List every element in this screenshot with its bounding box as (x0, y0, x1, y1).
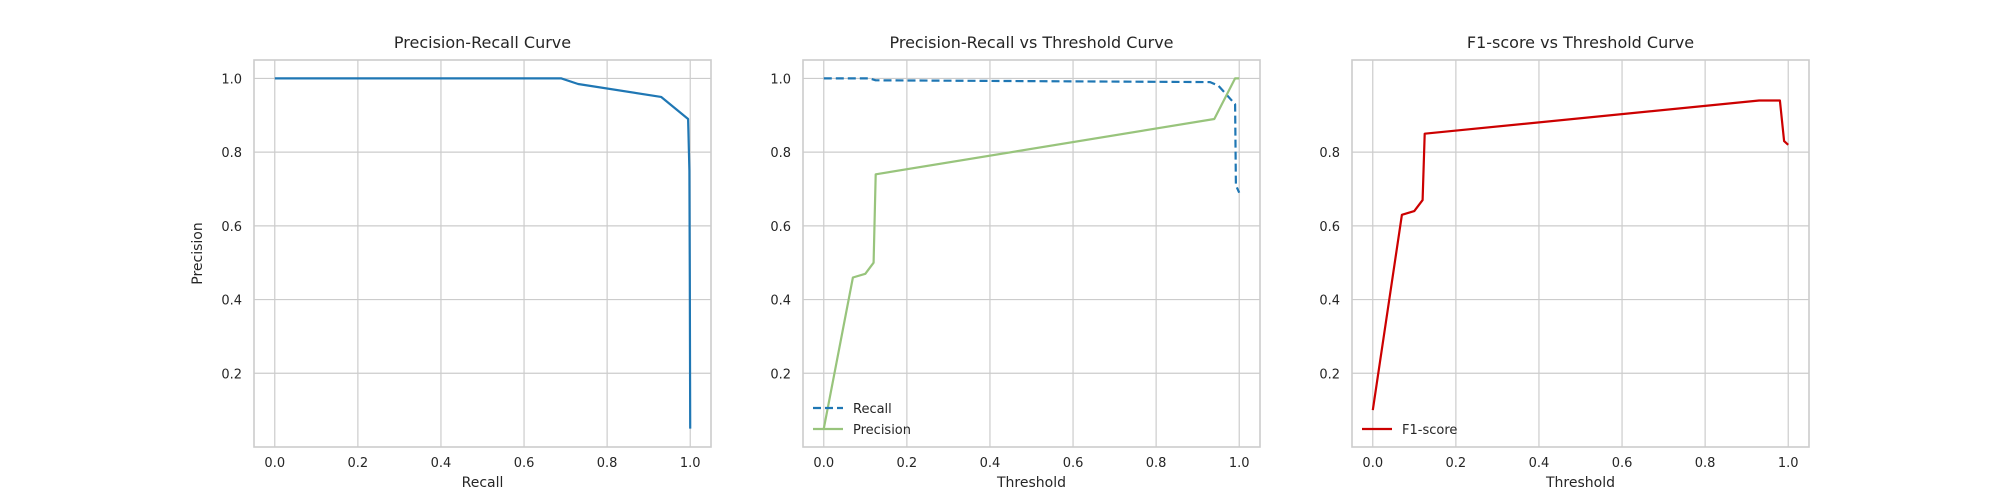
x-tick-label: 0.0 (264, 456, 285, 471)
series-line-2 (822, 77, 1240, 429)
x-tick-label: 0.2 (1446, 456, 1467, 471)
plot-area (1352, 60, 1809, 447)
x-tick-label: 0.6 (1612, 456, 1633, 471)
y-tick-label: 0.8 (770, 146, 791, 161)
y-tick-label: 0.6 (221, 220, 242, 235)
x-tick-label: 0.0 (1362, 456, 1383, 471)
plot-frame (253, 59, 712, 448)
x-tick-label: 0.2 (348, 456, 369, 471)
chart-panel-2: 0.0 0.2 0.4 0.6 0.8 1.0 0.2 0.4 0.6 0.8 1.0 Precisi… (770, 33, 1261, 491)
y-tick-label: 1.0 (221, 72, 242, 87)
series-line-1 (823, 77, 1241, 194)
x-axis-label: Threshold (996, 475, 1066, 491)
legend-label: Precision (853, 423, 911, 438)
chart-panel-3: 0.0 0.2 0.4 0.6 0.8 1.0 0.2 0.4 0.6 0.8 F1-score v… (1319, 33, 1810, 491)
legend-label: Recall (853, 402, 892, 417)
y-tick-label: 0.8 (1319, 146, 1340, 161)
y-tick-label: 0.2 (221, 367, 242, 382)
chart-panel-1: 0.0 0.2 0.4 0.6 0.8 1.0 0.2 0.4 0.6 0.8 1.0 Precisi… (190, 33, 712, 491)
chart-title: Precision-Recall vs Threshold Curve (889, 33, 1173, 52)
y-tick-label: 0.6 (1319, 220, 1340, 235)
plot-frame (1351, 59, 1810, 448)
y-tick-label: 0.2 (1319, 367, 1340, 382)
chart-title: F1-score vs Threshold Curve (1467, 33, 1694, 52)
x-tick-label: 0.4 (1529, 456, 1550, 471)
y-tick-label: 0.4 (1319, 294, 1340, 309)
y-tick-label: 0.2 (770, 367, 791, 382)
x-tick-label: 0.4 (431, 456, 452, 471)
series-line-1 (274, 77, 692, 429)
y-tick-label: 1.0 (770, 72, 791, 87)
x-tick-label: 0.4 (980, 456, 1001, 471)
legend: Recall Precision (813, 402, 911, 438)
y-tick-label: 0.6 (770, 220, 791, 235)
legend: F1-score (1362, 423, 1457, 438)
y-tick-label: 0.8 (221, 146, 242, 161)
x-tick-label: 0.8 (1695, 456, 1716, 471)
x-tick-label: 0.2 (897, 456, 918, 471)
plot-frame (802, 59, 1261, 448)
x-tick-label: 0.0 (813, 456, 834, 471)
x-tick-label: 0.6 (1063, 456, 1084, 471)
x-tick-label: 1.0 (1229, 456, 1250, 471)
x-tick-label: 0.8 (1146, 456, 1167, 471)
plot-area (254, 60, 711, 447)
x-axis-label: Threshold (1545, 475, 1615, 491)
x-axis-label: Recall (462, 475, 504, 491)
y-tick-label: 0.4 (221, 294, 242, 309)
plot-area (803, 60, 1260, 447)
x-tick-label: 0.6 (514, 456, 535, 471)
x-tick-label: 0.8 (597, 456, 618, 471)
chart-title: Precision-Recall Curve (394, 33, 571, 52)
x-tick-label: 1.0 (1778, 456, 1799, 471)
legend-label: F1-score (1402, 423, 1457, 438)
series-line-1 (1371, 99, 1789, 411)
x-tick-label: 1.0 (680, 456, 701, 471)
y-axis-label: Precision (190, 222, 206, 284)
y-tick-label: 0.4 (770, 294, 791, 309)
